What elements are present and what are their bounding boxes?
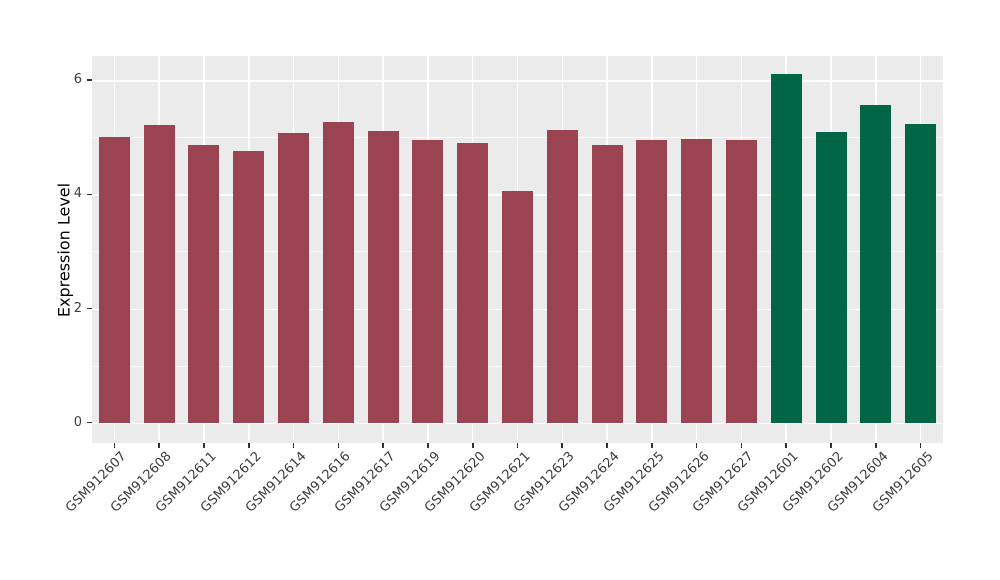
y-tick-0: [86, 421, 92, 424]
x-tick-GSM912608: [158, 443, 160, 448]
y-axis-title: Expression Level: [54, 182, 74, 318]
bar-GSM912602: [815, 131, 847, 423]
bar-GSM912605: [905, 123, 937, 423]
x-tick-GSM912605: [919, 443, 922, 448]
x-tick-GSM912621: [516, 443, 519, 448]
bar-GSM912601: [770, 74, 802, 423]
bar-GSM912616: [322, 121, 354, 423]
bar-GSM912626: [681, 138, 713, 423]
x-tick-GSM912619: [427, 443, 429, 448]
bar-GSM912608: [143, 125, 175, 423]
x-tick-GSM912614: [292, 443, 295, 448]
bar-GSM912624: [591, 144, 623, 423]
x-tick-GSM912627: [740, 443, 743, 448]
y-tick-label-4: 4: [73, 186, 82, 202]
bar-GSM912612: [233, 150, 265, 423]
bar-GSM912620: [457, 142, 489, 423]
y-tick-label-2: 2: [73, 300, 82, 316]
x-tick-GSM912601: [785, 443, 788, 448]
bar-GSM912621: [502, 190, 533, 423]
x-tick-GSM912611: [203, 443, 205, 448]
x-tick-GSM912612: [247, 443, 250, 448]
bar-GSM912627: [725, 140, 757, 423]
x-tick-GSM912625: [651, 443, 653, 448]
bar-GSM912604: [860, 105, 892, 423]
bar-GSM912617: [367, 130, 399, 423]
y-tick-6: [86, 79, 92, 81]
bar-GSM912607: [98, 137, 130, 423]
plot-panel: [92, 56, 943, 443]
x-tick-GSM912604: [875, 443, 877, 448]
x-tick-GSM912623: [561, 443, 564, 448]
x-tick-GSM912607: [113, 443, 116, 448]
x-tick-GSM912620: [471, 443, 474, 448]
bar-GSM912619: [412, 140, 444, 423]
x-tick-GSM912602: [830, 443, 832, 448]
bar-GSM912625: [636, 140, 668, 423]
x-tick-GSM912626: [695, 443, 698, 448]
x-tick-GSM912616: [337, 443, 340, 448]
y-tick-2: [86, 307, 92, 310]
y-tick-4: [86, 193, 92, 196]
x-tick-GSM912617: [382, 443, 384, 448]
bar-GSM912614: [278, 132, 310, 423]
bar-GSM912623: [546, 130, 578, 423]
bar-GSM912611: [188, 144, 220, 423]
y-tick-label-6: 6: [73, 72, 82, 88]
y-tick-label-0: 0: [73, 414, 82, 430]
x-tick-GSM912624: [606, 443, 608, 448]
